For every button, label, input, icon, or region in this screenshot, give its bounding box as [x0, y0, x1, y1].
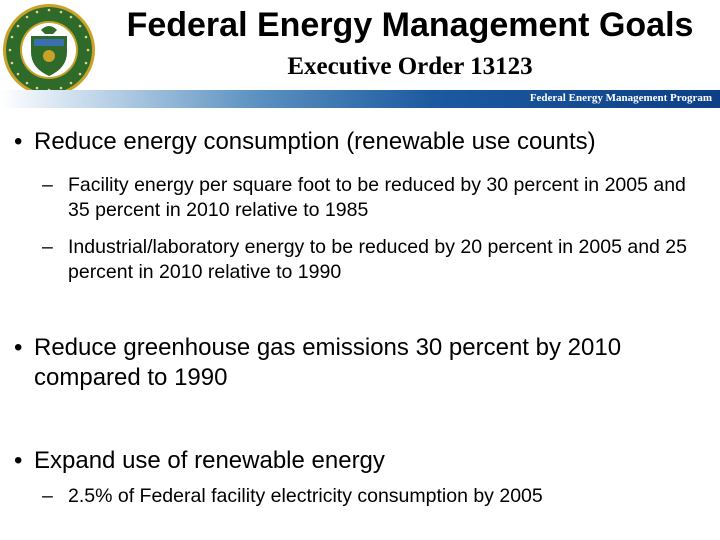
sub-bullet-dash: – — [42, 174, 53, 196]
bullet-text: Reduce greenhouse gas emissions 30 perce… — [34, 334, 622, 391]
sub-bullet-dash: – — [42, 485, 53, 507]
bullet-dot: • — [14, 128, 23, 155]
bullet-text: Reduce energy consumption (renewable use… — [34, 128, 596, 155]
sub-bullet-text: Facility energy per square foot to be re… — [68, 174, 686, 221]
department-of-energy-seal-icon — [1, 2, 97, 98]
bullet-dot: • — [14, 334, 23, 361]
sub-bullet-text: 2.5% of Federal facility electricity con… — [68, 485, 543, 507]
bullet-dot: • — [14, 447, 23, 474]
slide-title: Federal Energy Management Goals — [126, 6, 694, 44]
program-banner-label: Federal Energy Management Program — [529, 92, 712, 104]
bullet-text: Expand use of renewable energy — [34, 447, 385, 474]
slide-subtitle: Executive Order 13123 — [287, 53, 533, 80]
sub-bullet-text: Industrial/laboratory energy to be reduc… — [68, 236, 688, 283]
program-banner: Federal Energy Management Program — [0, 90, 720, 108]
sub-bullet-dash: – — [42, 236, 53, 258]
